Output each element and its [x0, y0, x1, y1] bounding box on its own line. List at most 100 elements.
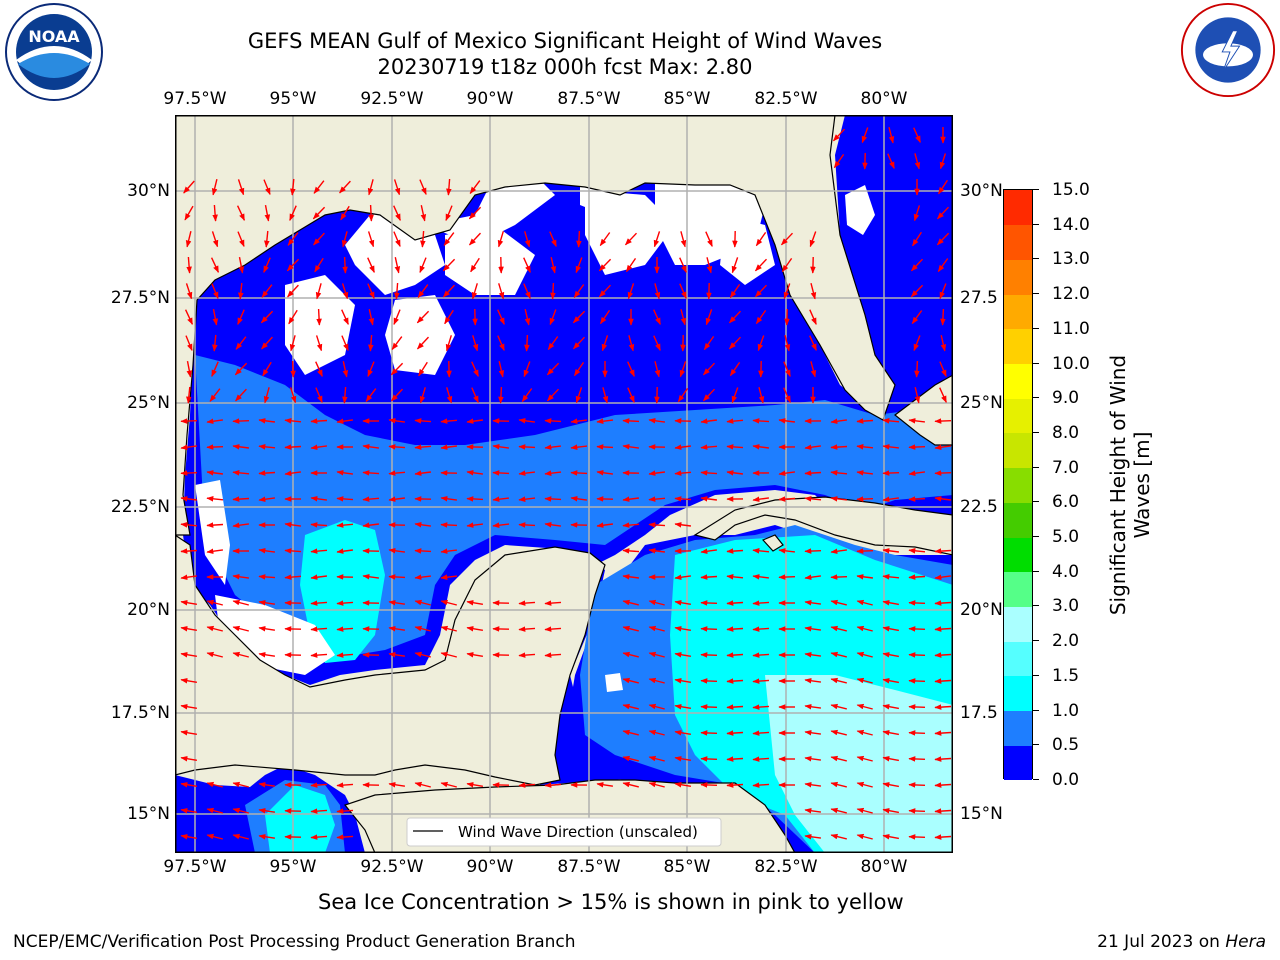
wave-direction-arrow	[783, 283, 791, 300]
wave-direction-arrow	[310, 808, 328, 814]
wave-direction-arrow	[290, 178, 296, 196]
wave-direction-arrow	[622, 496, 639, 502]
wave-direction-arrow	[939, 361, 947, 378]
wave-direction-arrow	[446, 387, 453, 404]
wave-direction-arrow	[908, 626, 926, 632]
wave-direction-arrow	[234, 362, 248, 376]
wave-direction-arrow	[830, 729, 847, 736]
wave-direction-arrow	[416, 310, 430, 324]
wave-direction-arrow	[544, 418, 562, 424]
wave-direction-arrow	[804, 729, 821, 736]
wave-direction-arrow	[521, 388, 533, 403]
wave-direction-arrow	[908, 470, 925, 477]
wave-direction-arrow	[674, 574, 691, 581]
wave-direction-arrow	[910, 258, 924, 272]
band-1-5-to-2	[765, 675, 953, 853]
wave-direction-arrow	[809, 231, 817, 248]
wave-direction-arrow	[232, 496, 250, 502]
wave-direction-arrow	[908, 652, 926, 658]
wave-direction-arrow	[882, 807, 900, 814]
wave-direction-arrow	[544, 444, 561, 450]
wave-direction-arrow	[180, 755, 198, 762]
wave-direction-arrow	[882, 703, 900, 710]
colorbar-tick-label: 15.0	[1052, 180, 1090, 200]
wave-direction-arrow	[934, 496, 951, 502]
wave-direction-arrow	[443, 232, 455, 246]
wave-direction-arrow	[628, 335, 635, 352]
wave-direction-arrow	[810, 361, 817, 378]
wave-direction-arrow	[908, 444, 926, 450]
wave-direction-arrow	[284, 548, 302, 554]
wave-direction-arrow	[830, 651, 847, 658]
wave-direction-arrow	[809, 335, 817, 351]
wave-direction-arrow	[757, 335, 765, 352]
wave-direction-arrow	[544, 521, 561, 528]
noaa-logo: NOAA	[5, 3, 103, 101]
colorbar-segment	[1004, 190, 1032, 226]
wave-direction-arrow	[674, 677, 692, 684]
wave-direction-arrow	[445, 335, 452, 352]
wave-direction-arrow	[908, 834, 926, 840]
wave-direction-arrow	[856, 444, 874, 450]
wave-direction-arrow	[622, 574, 639, 580]
wave-direction-arrow	[570, 470, 588, 476]
wave-direction-arrow	[830, 755, 847, 762]
colorbar	[1003, 189, 1033, 781]
wave-direction-arrow	[180, 418, 198, 424]
wave-direction-arrow	[653, 231, 661, 248]
wave-direction-arrow	[518, 470, 535, 476]
wave-direction-arrow	[286, 258, 300, 272]
wave-direction-arrow	[856, 418, 874, 424]
colorbar-tick-mark	[1033, 327, 1039, 329]
wave-direction-arrow	[212, 308, 219, 326]
wave-direction-arrow	[367, 283, 375, 300]
wave-direction-arrow	[211, 231, 219, 248]
wave-direction-arrow	[934, 834, 952, 840]
wave-direction-arrow	[627, 283, 635, 300]
wave-direction-arrow	[261, 284, 273, 298]
wave-direction-arrow	[180, 833, 198, 840]
wave-direction-arrow	[622, 418, 640, 424]
wave-direction-arrow	[469, 180, 481, 194]
wave-direction-arrow	[232, 625, 249, 632]
wave-direction-arrow	[368, 204, 374, 222]
wave-direction-arrow	[940, 308, 946, 326]
wave-direction-arrow	[471, 387, 479, 404]
wave-direction-arrow	[781, 257, 793, 273]
wave-direction-arrow	[887, 153, 895, 169]
nws-logo	[1180, 2, 1276, 98]
wave-direction-arrow	[341, 309, 349, 325]
wave-direction-arrow	[908, 548, 926, 554]
wave-direction-arrow	[856, 755, 873, 762]
wave-direction-arrow	[258, 833, 276, 840]
colorbar-segment	[1004, 363, 1032, 399]
wave-direction-arrow	[934, 756, 952, 762]
wave-direction-arrow	[908, 808, 926, 814]
wave-direction-arrow	[856, 574, 873, 580]
wave-direction-arrow	[804, 781, 821, 788]
wave-direction-arrow	[934, 782, 952, 788]
wave-direction-arrow	[934, 730, 952, 736]
wave-direction-arrow	[206, 833, 223, 840]
wave-direction-arrow	[728, 310, 742, 324]
wave-direction-arrow	[367, 179, 374, 196]
lon-label: 90°W	[466, 89, 514, 109]
wave-direction-arrow	[674, 599, 692, 606]
wave-direction-arrow	[622, 677, 639, 684]
wave-direction-arrow	[680, 231, 687, 248]
wave-direction-arrow	[232, 418, 250, 424]
wave-direction-arrow	[778, 548, 795, 554]
wave-direction-arrow	[882, 599, 900, 606]
wave-direction-arrow	[258, 444, 276, 450]
wave-direction-arrow	[388, 599, 406, 606]
wave-direction-arrow	[830, 574, 848, 580]
wave-direction-arrow	[674, 703, 692, 710]
wave-direction-arrow	[752, 444, 769, 450]
wave-direction-arrow	[524, 309, 531, 326]
wave-direction-arrow	[232, 807, 249, 814]
wave-direction-arrow	[804, 703, 821, 710]
wave-direction-arrow	[180, 677, 198, 684]
wave-direction-arrow	[572, 336, 586, 350]
wave-direction-arrow	[726, 782, 744, 788]
wave-direction-arrow	[232, 444, 249, 450]
